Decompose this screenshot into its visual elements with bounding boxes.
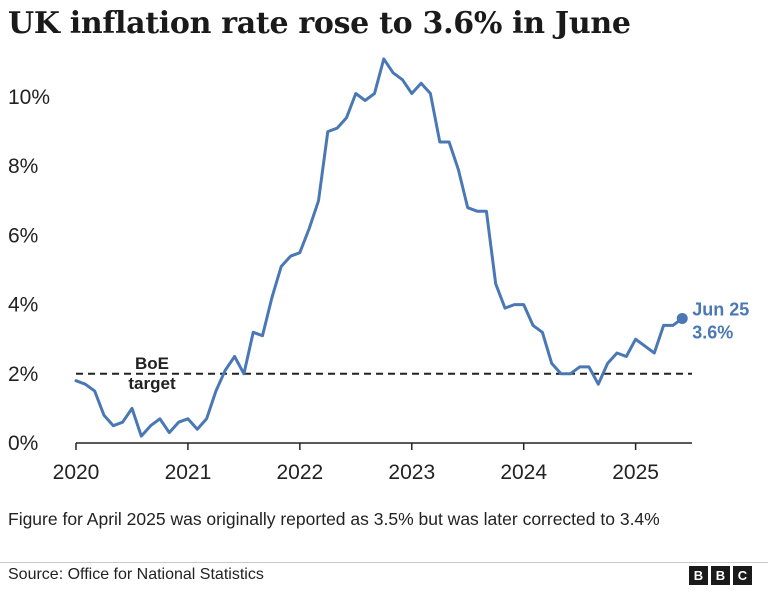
x-tick-label: 2023 (388, 461, 435, 484)
y-tick-label: 6% (8, 224, 38, 247)
target-label: target (128, 374, 176, 393)
y-tick-label: 2% (8, 363, 38, 386)
footer-divider (0, 562, 768, 563)
bbc-logo-letter: B (689, 566, 708, 585)
source-text: Source: Office for National Statistics (8, 566, 264, 583)
x-tick-label: 2022 (276, 461, 323, 484)
y-tick-label: 4% (8, 294, 38, 317)
inflation-series-line (74, 57, 684, 438)
x-tick-label: 2025 (612, 461, 659, 484)
bbc-logo: B B C (689, 566, 752, 585)
bbc-logo-letter: C (733, 566, 752, 585)
bbc-logo-letter: B (711, 566, 730, 585)
y-tick-label: 8% (8, 155, 38, 178)
endpoint-marker (676, 312, 688, 324)
y-tick-label: 0% (8, 432, 38, 455)
footnote: Figure for April 2025 was originally rep… (8, 509, 660, 529)
x-tick-label: 2020 (53, 461, 100, 484)
x-tick-label: 2021 (165, 461, 212, 484)
target-label: BoE (135, 354, 169, 373)
endpoint-label: Jun 25 (692, 299, 749, 319)
line-chart: 0% 2% 4% 6% 8% 10% 2020 2021 2022 2023 2024 2025 BoE… (8, 57, 749, 484)
endpoint-label: 3.6% (692, 322, 733, 342)
x-tick-label: 2024 (500, 461, 547, 484)
chart-title: UK inflation rate rose to 3.6% in June (8, 6, 631, 41)
y-tick-label: 10% (8, 86, 50, 109)
